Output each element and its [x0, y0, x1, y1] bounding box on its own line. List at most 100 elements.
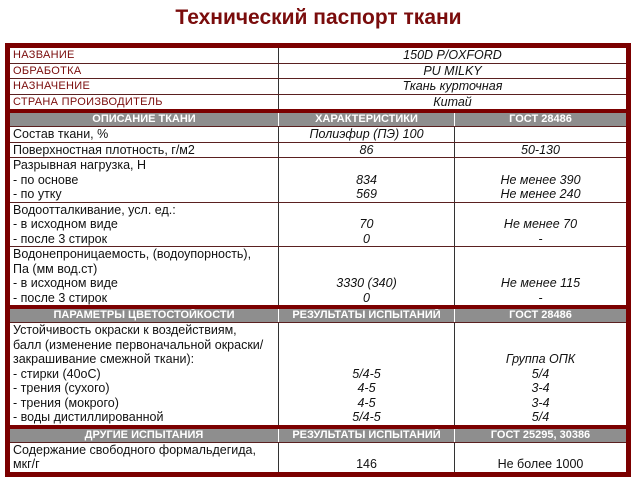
cell-line: - по утку [13, 187, 62, 201]
cell-line: 86 [359, 142, 374, 157]
cell-line: - стирки (40оС) [13, 366, 101, 381]
column-header: ПАРАМЕТРЫ ЦВЕТОСТОЙКОСТИ [53, 309, 235, 321]
cell-line [279, 323, 454, 338]
parameter-cell: Водоотталкивание, усл. ед.: - в исходном … [10, 203, 278, 247]
info-label: НАЗВАНИЕ [13, 49, 75, 61]
parameter-cell: Устойчивость окраски к воздействиям, балл… [10, 323, 278, 425]
cell-line: 5/4 [531, 366, 550, 381]
info-value: 150D P/OXFORD [278, 48, 626, 63]
cell-line: Поверхностная плотность, г/м2 [13, 142, 195, 157]
cell-line: - [538, 231, 543, 246]
info-value: Китай [278, 94, 626, 109]
standard-cell: Не более 1000 [454, 442, 626, 472]
parameter-cell: Водонепроницаемость, (водоупорность), Па … [10, 247, 278, 305]
cell-line: - в исходном виде [13, 217, 118, 231]
cell-line: - после 3 стирок [13, 290, 108, 305]
cell-line: Разрывная нагрузка, Н [13, 158, 147, 172]
standard-cell: Не менее 70- [454, 202, 626, 246]
section-header: ОПИСАНИЕ ТКАНИ ХАРАКТЕРИСТИКИ ГОСТ 28486 [10, 113, 626, 127]
result-cell: 834 569 [278, 158, 454, 202]
cell-line: Группа ОПК [505, 352, 576, 366]
result-cell: 70 0 [278, 202, 454, 246]
info-label: СТРАНА ПРОИЗВОДИТЕЛЬ [13, 95, 163, 108]
cell-line: Состав ткани, % [13, 127, 109, 141]
cell-line: Не менее 70 [503, 217, 578, 231]
cell-line [455, 443, 626, 458]
cell-line: - по основе [13, 172, 79, 187]
cell-line: закрашивание смежной ткани): [13, 352, 195, 366]
cell-line: Па (мм вод.ст) [13, 261, 98, 276]
cell-line: Содержание свободного формальдегида, [13, 442, 256, 457]
result-cell: Полиэфир (ПЭ) 100 [278, 127, 454, 142]
table-row: Поверхностная плотность, г/м2 86 50-130 [10, 142, 626, 158]
table-row: Содержание свободного формальдегида, мкг/… [10, 442, 626, 472]
standard-cell: Не менее 390 Не менее 240 [454, 158, 626, 202]
cell-line: Устойчивость окраски к воздействиям, [13, 323, 237, 337]
result-cell: 86 [278, 142, 454, 157]
cell-line [279, 247, 454, 262]
cell-line: 3330 (340) [336, 276, 397, 290]
cell-line: - [538, 290, 543, 305]
table-section: ПАРАМЕТРЫ ЦВЕТОСТОЙКОСТИ РЕЗУЛЬТАТЫ ИСПЫТ… [10, 309, 626, 425]
cell-line: 5/4-5 [352, 366, 381, 381]
table-row: Состав ткани, % Полиэфир (ПЭ) 100 [10, 127, 626, 143]
cell-line: 4-5 [357, 395, 376, 410]
cell-line: Водонепроницаемость, (водоупорность), [13, 247, 252, 261]
cell-line [455, 203, 626, 218]
result-cell: 5/4-5 4-5 4-5 5/4-5 [278, 323, 454, 425]
info-section: НАЗВАНИЕ 150D P/OXFORD ОБРАБОТКА PU MILKY НА… [10, 48, 626, 109]
cell-line [279, 262, 454, 277]
table-section: ДРУГИЕ ИСПЫТАНИЯ РЕЗУЛЬТАТЫ ИСПЫТАНИЙ ГОСТ… [10, 428, 626, 472]
cell-line: - в исходном виде [13, 276, 118, 290]
column-header: ДРУГИЕ ИСПЫТАНИЯ [84, 428, 204, 441]
passport-table: НАЗВАНИЕ 150D P/OXFORD ОБРАБОТКА PU MILKY НА… [5, 43, 631, 477]
cell-line: 834 [356, 172, 377, 187]
cell-line [455, 127, 626, 142]
info-row: НАЗВАНИЕ 150D P/OXFORD [10, 48, 626, 64]
result-cell: 3330 (340) 0 [278, 247, 454, 305]
cell-line: 5/4-5 [352, 410, 381, 424]
cell-line: Не менее 115 [500, 276, 581, 290]
cell-line [279, 338, 454, 353]
cell-line [455, 338, 626, 353]
parameter-cell: Поверхностная плотность, г/м2 [10, 143, 278, 158]
cell-line: 0 [363, 290, 370, 305]
parameter-cell: Разрывная нагрузка, Н- по основе - по утк… [10, 158, 278, 202]
cell-line [279, 203, 454, 218]
cell-line: 3-4 [531, 395, 550, 410]
cell-line: мкг/г [13, 457, 40, 471]
info-label: ОБРАБОТКА [13, 64, 82, 77]
info-label: НАЗНАЧЕНИЕ [13, 80, 91, 92]
table-section: ОПИСАНИЕ ТКАНИ ХАРАКТЕРИСТИКИ ГОСТ 28486 Со… [10, 113, 626, 305]
info-row: СТРАНА ПРОИЗВОДИТЕЛЬ Китай [10, 94, 626, 109]
cell-line: - трения (сухого) [13, 381, 110, 395]
section-header: ПАРАМЕТРЫ ЦВЕТОСТОЙКОСТИ РЕЗУЛЬТАТЫ ИСПЫТ… [10, 309, 626, 323]
cell-line [455, 247, 626, 262]
cell-line: балл (изменение первоначальной окраски/ [13, 337, 264, 352]
cell-line [279, 352, 454, 367]
column-header: ХАРАКТЕРИСТИКИ [278, 113, 454, 126]
standard-cell: 50-130 [454, 142, 626, 157]
cell-line [455, 262, 626, 277]
info-value: Ткань курточная [278, 79, 626, 94]
standard-cell [454, 127, 626, 142]
cell-line [279, 443, 454, 458]
section-header: ДРУГИЕ ИСПЫТАНИЯ РЕЗУЛЬТАТЫ ИСПЫТАНИЙ ГОСТ… [10, 428, 626, 443]
cell-line: 4-5 [357, 381, 376, 395]
parameter-cell: Содержание свободного формальдегида, мкг/… [10, 443, 278, 472]
cell-line: - после 3 стирок [13, 231, 108, 246]
column-header: ГОСТ 28486 [454, 113, 626, 126]
cell-line: Не менее 390 [500, 172, 581, 187]
cell-line: Водоотталкивание, усл. ед.: [13, 202, 176, 217]
cell-line [455, 158, 626, 173]
cell-line: 569 [356, 187, 377, 201]
standard-cell: Не менее 115- [454, 247, 626, 305]
cell-line: Полиэфир (ПЭ) 100 [309, 127, 424, 141]
cell-line: 50-130 [521, 142, 560, 157]
table-row: Водоотталкивание, усл. ед.: - в исходном … [10, 202, 626, 247]
cell-line: 3-4 [531, 381, 550, 395]
cell-line: 0 [363, 231, 370, 246]
cell-line [455, 323, 626, 338]
column-header: ОПИСАНИЕ ТКАНИ [92, 113, 196, 125]
cell-line: 146 [356, 457, 377, 471]
